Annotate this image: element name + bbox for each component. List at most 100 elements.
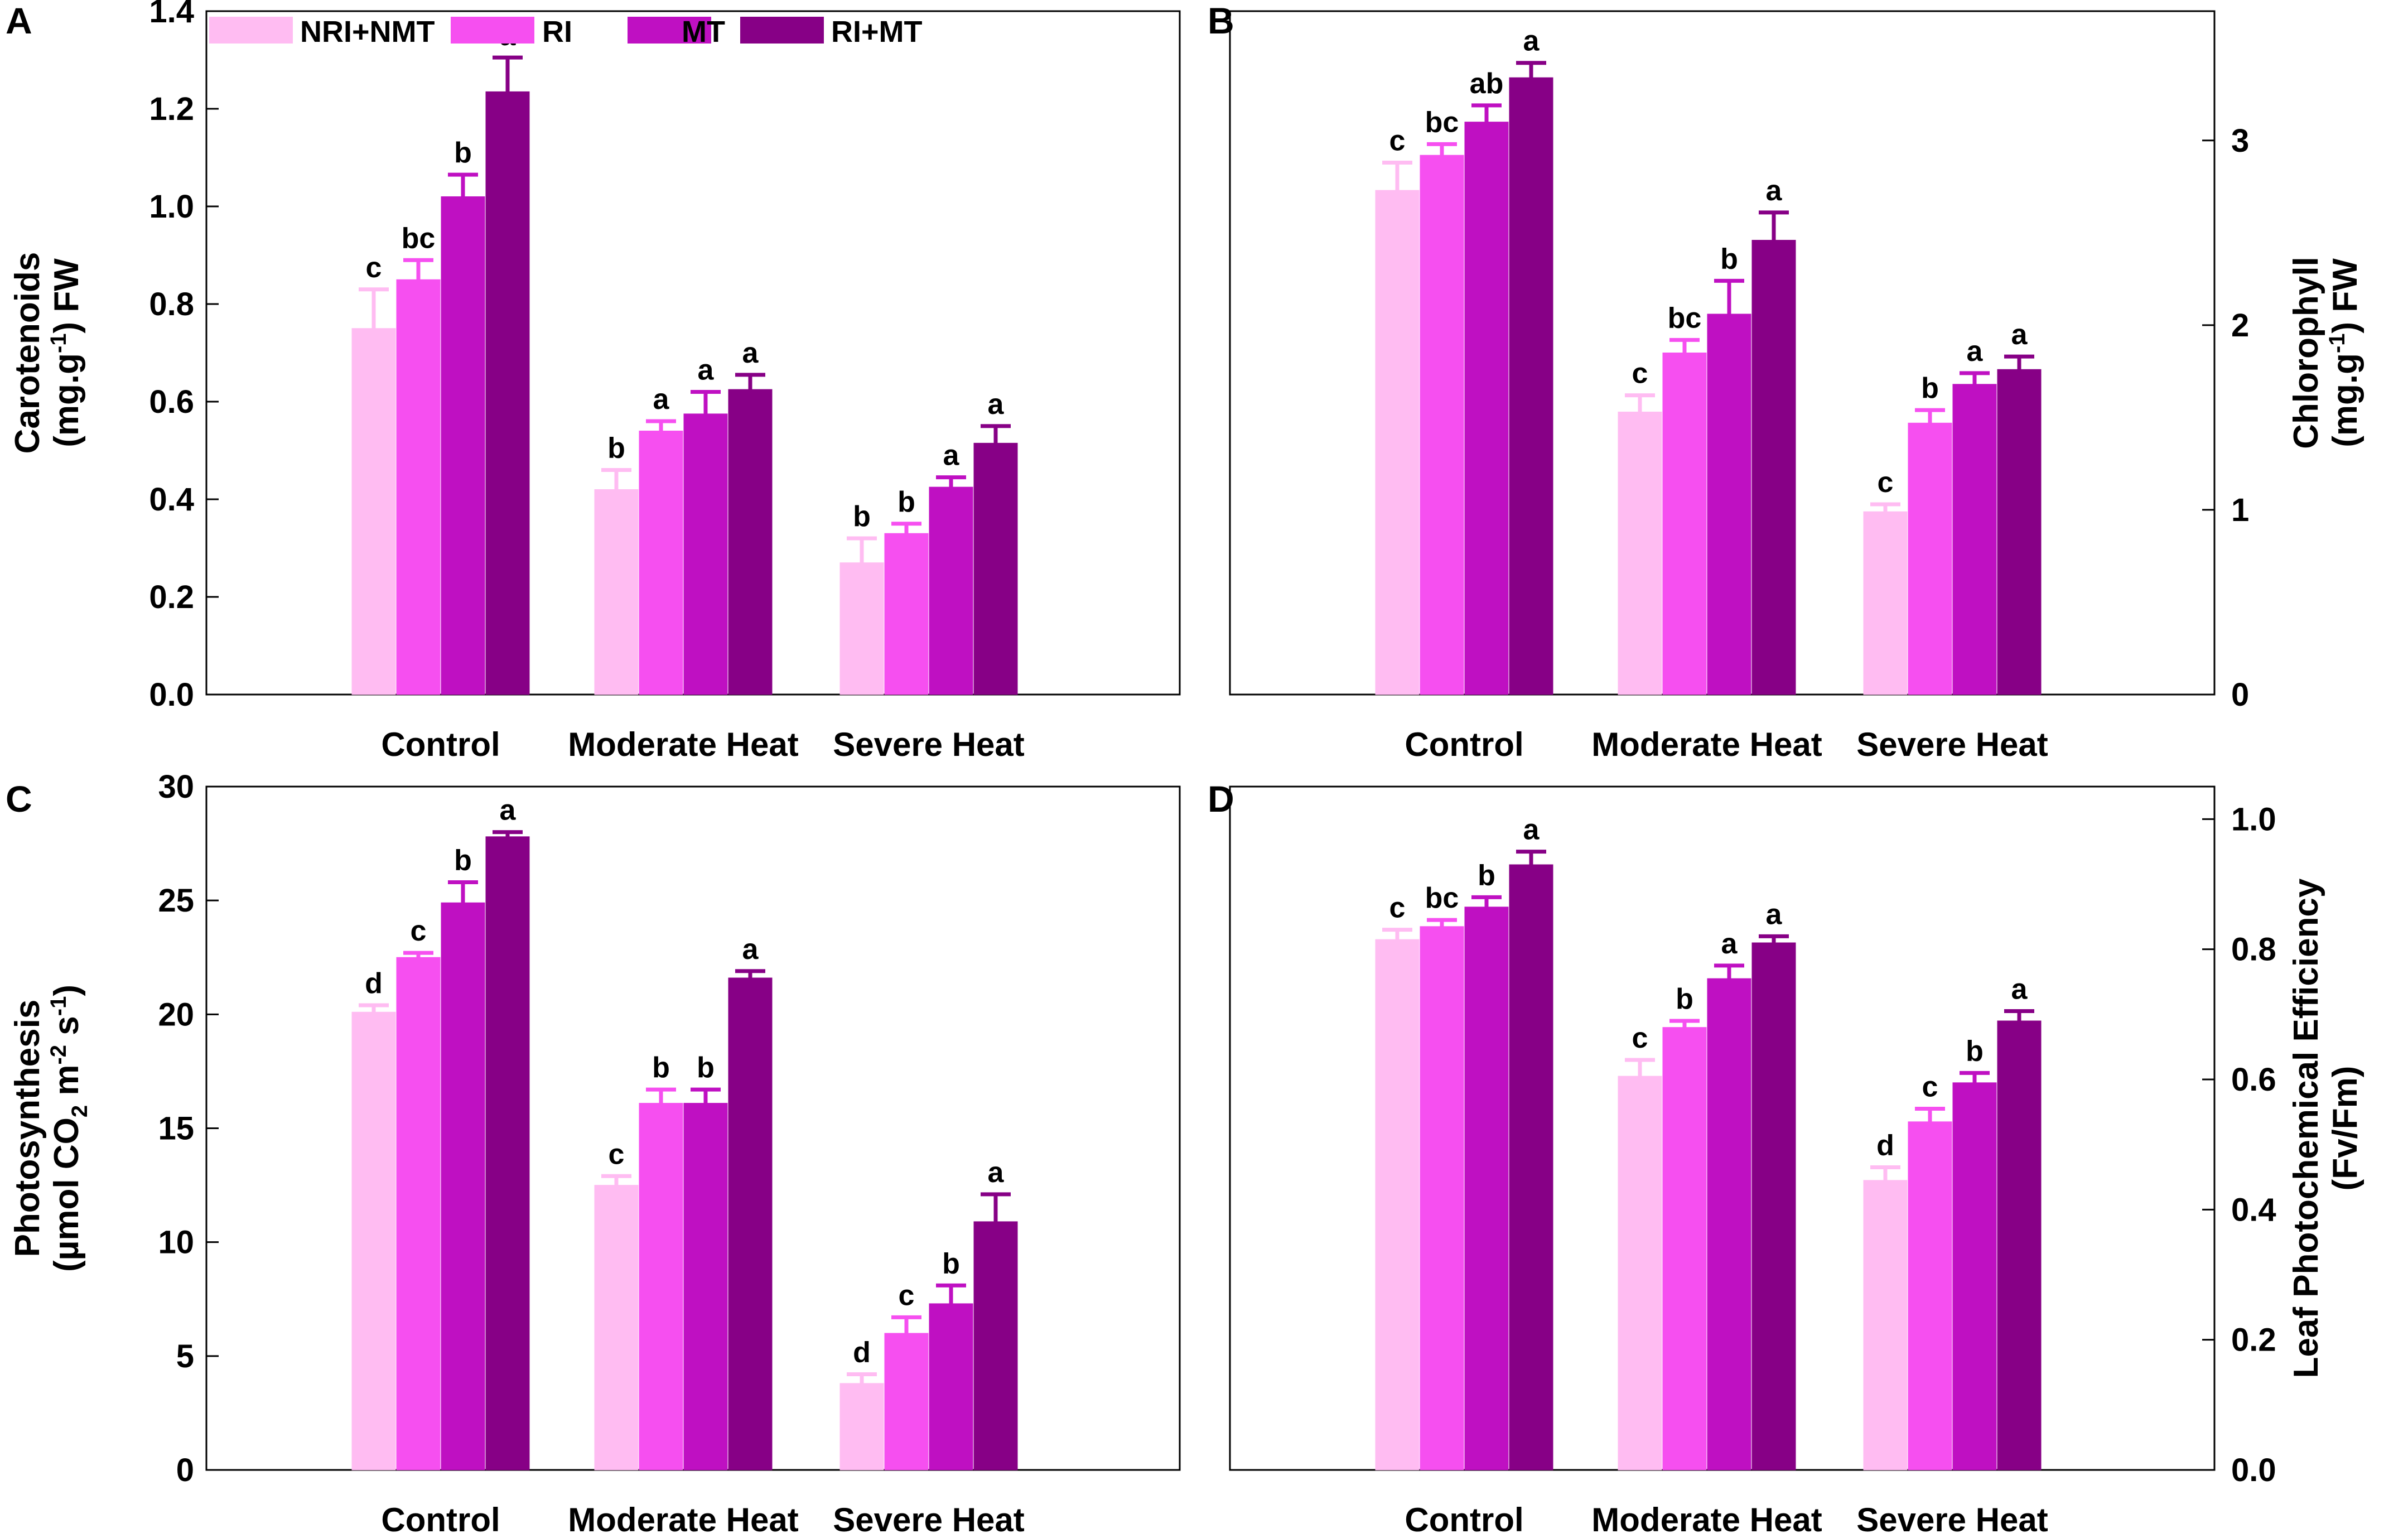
significance-letter: b [607,432,625,465]
significance-letter: a [742,337,759,369]
bar [1707,314,1751,695]
y-tick-label: 30 [158,769,194,805]
label-span: 2 [67,1105,92,1117]
bar [1375,939,1420,1470]
significance-letter: b [454,137,472,169]
bar [1420,155,1464,695]
y-tick-label: 0.6 [2231,1062,2276,1098]
x-category-label: Control [381,726,500,763]
y-axis-label-line1: Leaf Photochemical Efficiency [2287,878,2325,1378]
bar [1908,422,1952,695]
significance-letter: a [698,354,715,387]
y-axis-label-line1: Carotenoids [8,252,47,454]
significance-letter: b [697,1052,715,1084]
y-tick-label: 0 [176,1452,194,1488]
bar [639,431,683,695]
legend-label: RI [542,15,572,49]
bar [1464,122,1509,695]
bar [1420,926,1464,1470]
y-tick-label: 10 [158,1224,194,1261]
y-tick-label: 0.8 [149,286,194,322]
bar [1863,1180,1908,1470]
panel-a: A0.00.20.40.60.81.01.21.4cbbbcabbaaaaaCo… [6,0,1181,763]
bar [1863,511,1908,695]
bar [728,977,773,1470]
significance-letter: a [988,1156,1005,1189]
significance-letter: a [1766,898,1783,930]
significance-letter: b [1966,1035,1984,1067]
significance-letter: c [1389,124,1406,157]
x-category-label: Moderate Heat [1591,726,1822,763]
label-span: -1 [46,333,71,353]
y-axis-label-line2: (Fv/Fm) [2326,1066,2364,1191]
significance-letter: b [853,500,871,533]
y-tick-label: 1.0 [2231,801,2276,837]
y-tick-label: 0.8 [2231,932,2276,968]
label-span: -1 [2325,333,2349,353]
significance-letter: c [1389,892,1406,924]
significance-letter: a [1967,335,1984,368]
y-tick-label: 1.0 [149,189,194,225]
x-category-label: Severe Heat [833,726,1025,763]
significance-letter: c [1632,1022,1648,1054]
panel-letter: B [1208,0,1234,41]
legend-swatch [209,17,293,44]
significance-letter: a [1523,814,1540,846]
bar [485,836,530,1470]
bar [1997,369,2042,695]
label-span: ) [47,985,86,996]
bar [351,1011,396,1470]
bar [1952,1082,1997,1470]
x-category-label: Moderate Heat [1591,1501,1822,1538]
label-span: ) FW [47,258,86,334]
y-tick-label: 25 [158,883,194,919]
significance-letter: c [609,1138,625,1170]
bar [1662,1027,1707,1470]
legend: NRI+NMT RI MT RI+MT [209,15,923,49]
y-axis-label-line1: Chlorophyll [2287,257,2325,449]
significance-letter: c [1922,1071,1938,1103]
legend-label: RI+MT [831,15,923,49]
significance-letter: b [1676,983,1693,1015]
y-tick-label: 1.2 [149,91,194,127]
bar [441,196,485,695]
significance-letter: b [897,486,915,518]
significance-letter: a [742,933,759,966]
bar [728,389,773,695]
significance-letter: a [2011,973,2028,1006]
y-tick-label: 3 [2231,123,2249,159]
significance-letter: a [943,440,960,472]
significance-letter: bc [1425,106,1459,138]
label-span: -2 [46,1045,71,1065]
y-tick-label: 2 [2231,307,2249,344]
bar [594,489,639,695]
significance-letter: c [1878,466,1894,499]
panel-letter: A [6,0,32,41]
x-category-label: Control [1405,1501,1523,1538]
y-tick-label: 5 [176,1338,194,1375]
label-span: m [47,1065,86,1105]
bar [1908,1121,1952,1470]
significance-letter: bc [1425,882,1459,914]
y-tick-label: 0 [2231,677,2249,713]
label-span: (Fv/Fm) [2326,1066,2364,1191]
legend-swatch [451,17,534,44]
significance-letter: a [500,794,517,827]
bar [839,1383,884,1470]
significance-letter: a [1721,928,1738,960]
y-tick-label: 0.2 [149,579,194,615]
label-span: ) FW [2326,258,2364,334]
significance-letter: b [1478,859,1495,891]
y-tick-label: 0.2 [2231,1322,2276,1358]
significance-letter: a [1523,25,1540,57]
bar [1751,240,1796,695]
y-tick-label: 1.4 [149,0,194,30]
significance-letter: c [1632,358,1648,390]
x-category-label: Severe Heat [833,1501,1025,1538]
bar [485,91,530,695]
bar [973,442,1018,695]
bar [1509,864,1553,1470]
x-category-label: Severe Heat [1856,726,2048,763]
